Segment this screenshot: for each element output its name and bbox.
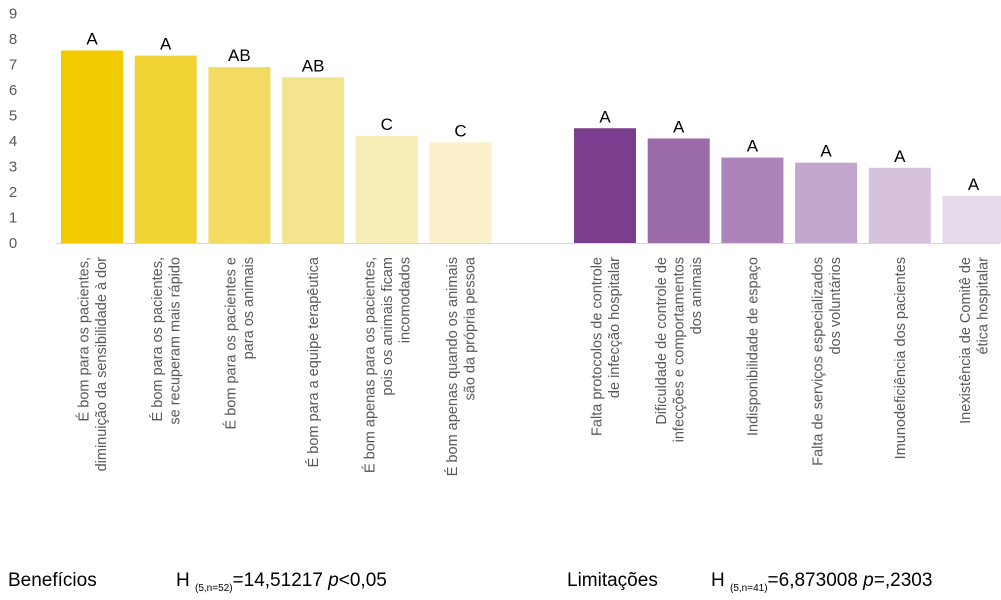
bar — [208, 67, 271, 243]
y-axis: 0 1 2 3 4 5 6 7 8 9 — [9, 6, 17, 253]
footer-limitations-pval: =,2303 — [873, 570, 933, 591]
category-labels: É bom para os pacientes, diminuição da se… — [75, 256, 991, 476]
category-label-line: É bom para os pacientes e — [223, 257, 240, 430]
y-tick-label: 4 — [9, 133, 17, 150]
category-label: Falta protocolos de controle de infecção … — [589, 257, 623, 436]
significance-letter: A — [820, 142, 832, 161]
bars — [61, 50, 1001, 244]
category-label-line: Imunodeficiência dos pacientes — [893, 257, 909, 459]
category-label-line: Indisponibilidade de espaço — [745, 257, 761, 436]
footer-benefits-h: H — [176, 570, 190, 591]
y-tick-label: 1 — [9, 210, 17, 227]
category-label-line: É bom apenas para os pacientes, — [361, 257, 378, 473]
bar — [355, 135, 418, 243]
y-tick-label: 6 — [9, 82, 17, 99]
category-label-line: Inexistência de Comitê de — [958, 257, 974, 424]
category-label: Indisponibilidade de espaço — [745, 257, 761, 436]
category-label-line: pois os animais ficam — [380, 257, 396, 396]
footer-limitations-sub: (5,n=41) — [730, 583, 768, 594]
category-label-line: infecções e comportamentos — [672, 257, 688, 442]
category-label-line: Dificuldade de controle de — [654, 257, 670, 425]
bar — [647, 138, 710, 243]
significance-letter: A — [747, 137, 759, 156]
category-label: É bom para a equipe terapêutica — [305, 256, 322, 467]
significance-letter: A — [160, 35, 172, 54]
bar — [795, 162, 858, 243]
bar — [429, 142, 492, 243]
significance-letter: A — [86, 29, 98, 48]
footer-limitations-p: p — [863, 570, 874, 591]
category-label: Falta de serviços especializados dos volu… — [810, 257, 844, 466]
category-label-line: É bom para a equipe terapêutica — [305, 256, 322, 467]
y-tick-label: 2 — [9, 184, 17, 201]
category-label-line: se recuperam mais rápido — [167, 257, 183, 425]
footer-benefits-sub: (5,n=52) — [195, 583, 233, 594]
bar — [868, 167, 931, 243]
bar — [134, 55, 197, 244]
footer-benefits-value: =14,51217 — [232, 570, 323, 591]
bar — [942, 195, 1001, 243]
category-label: É bom para os pacientes e para os animais — [223, 257, 258, 430]
footer-benefits-p: p — [328, 570, 339, 591]
significance-letter: C — [381, 115, 393, 134]
significance-letter: AB — [302, 56, 325, 75]
footer-limitations-label: Limitações — [567, 570, 658, 591]
category-label-line: ética hospitalar — [975, 257, 991, 355]
bar — [574, 128, 636, 243]
significance-letter: A — [599, 107, 611, 126]
footer-benefits-pval: <0,05 — [338, 570, 387, 591]
significance-letter: AB — [228, 46, 251, 65]
category-label-line: são da própria pessoa — [462, 256, 478, 400]
significance-letter: A — [968, 175, 980, 194]
significance-letter: C — [454, 121, 466, 140]
y-tick-label: 7 — [9, 57, 17, 74]
category-label: Imunodeficiência dos pacientes — [893, 257, 909, 459]
footer-benefits-label: Benefícios — [8, 570, 97, 591]
y-tick-label: 5 — [9, 108, 17, 125]
footer-limitations-h: H — [711, 570, 725, 591]
bar — [282, 77, 345, 243]
footer-benefits-stat: H (5,n=52)=14,51217 p<0,05 — [176, 570, 387, 594]
category-label-line: para os animais — [241, 257, 257, 359]
footer-limitations-stat: H (5,n=41)=6,873008 p=,2303 — [711, 570, 932, 594]
category-label-line: É bom apenas quando os animais — [444, 257, 461, 476]
category-label: É bom apenas para os pacientes, pois os a… — [361, 257, 413, 473]
category-label-line: incomodados — [397, 257, 413, 343]
bar — [61, 50, 123, 243]
category-label-line: Falta protocolos de controle — [589, 257, 605, 436]
significance-letters: A A AB AB C C A A A A A A — [86, 29, 980, 193]
category-label: Inexistência de Comitê de ética hospitala… — [958, 257, 992, 424]
category-label-line: Falta de serviços especializados — [810, 257, 826, 466]
category-label-line: dos voluntários — [828, 257, 844, 355]
bar-chart: 0 1 2 3 4 5 6 7 8 9 A A AB AB C C A A A A A A É bom para os … — [9, 6, 1001, 476]
category-label-line: diminuição da sensibilidade à dor — [94, 257, 110, 472]
significance-letter: A — [673, 117, 685, 136]
category-label-line: É bom para os pacientes, — [75, 257, 92, 421]
y-tick-label: 3 — [9, 159, 17, 176]
category-label-line: dos animais — [689, 257, 705, 334]
y-tick-label: 0 — [9, 235, 17, 252]
y-tick-label: 9 — [9, 6, 17, 23]
category-label-line: de infecção hospitalar — [607, 257, 623, 398]
category-label: É bom para os pacientes, se recuperam mai… — [149, 257, 184, 425]
significance-letter: A — [894, 147, 906, 166]
bar — [721, 157, 784, 243]
y-tick-label: 8 — [9, 31, 17, 48]
category-label-line: É bom para os pacientes, — [149, 257, 166, 421]
footer-limitations-value: =6,873008 — [767, 570, 858, 591]
category-label: Dificuldade de controle de infecções e co… — [654, 257, 705, 442]
category-label: É bom para os pacientes, diminuição da se… — [75, 257, 110, 472]
category-label: É bom apenas quando os animais são da pró… — [444, 256, 479, 476]
